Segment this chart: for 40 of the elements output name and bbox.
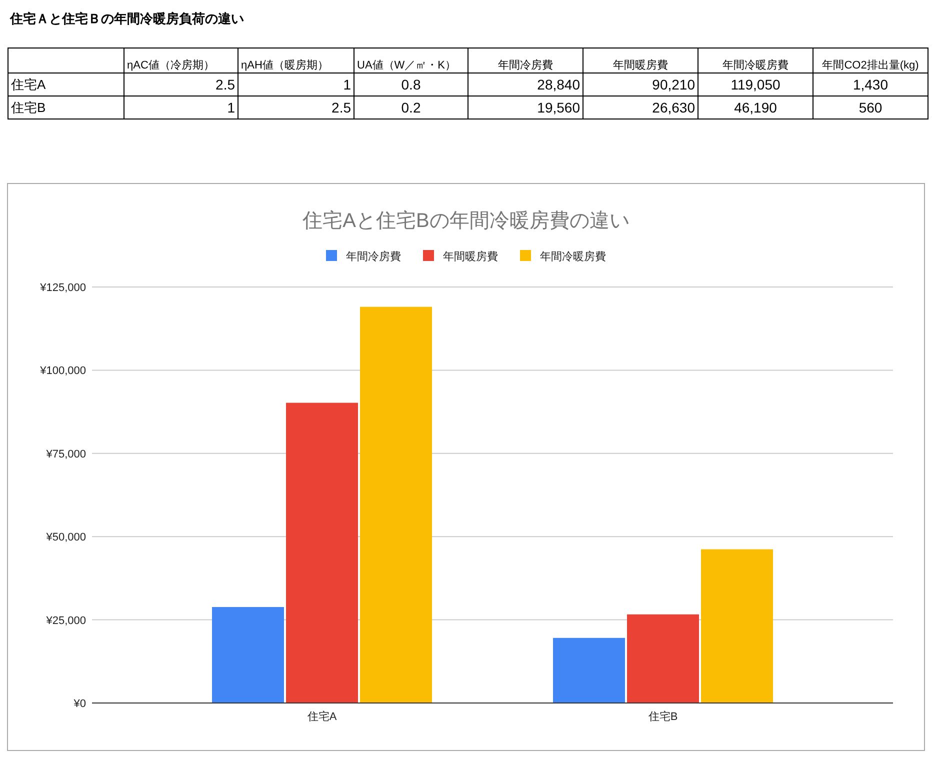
category-label: 年間暖房費: [613, 58, 668, 72]
text: 0.8: [401, 76, 421, 93]
category-label: UA値（W／㎡・K）: [357, 59, 456, 72]
text: 0.2: [401, 100, 421, 116]
text: 119,050: [730, 76, 780, 93]
text: 26,630: [652, 100, 695, 116]
bar: [212, 607, 284, 703]
text: 2.5: [332, 100, 351, 116]
bar: [360, 306, 432, 703]
text: 19,560: [537, 100, 580, 116]
category-label: 住宅B: [11, 100, 46, 116]
text: 2.5: [216, 76, 235, 93]
chart-title: 住宅Aと住宅Bの年間冷暖房費の違い: [302, 209, 630, 232]
legend-label: 年間冷房費: [346, 250, 401, 263]
y-tick-label: ¥0: [72, 698, 86, 710]
category-label: 住宅A: [11, 77, 46, 92]
text: 1: [227, 100, 235, 116]
text: 住宅Ａと住宅Ｂの年間冷暖房負荷の違い: [9, 11, 244, 26]
category-label: ηAC値（冷房期）: [127, 58, 214, 72]
text: 1,430: [852, 76, 888, 93]
y-tick-label: ¥25,000: [45, 614, 86, 627]
text: 28,840: [537, 76, 580, 93]
category-label: 年間CO2排出量(kg): [822, 58, 919, 72]
text: 90,210: [652, 76, 695, 93]
category-label: 年間冷暖房費: [722, 58, 788, 72]
text: 1: [343, 76, 351, 93]
legend-label: 年間暖房費: [443, 250, 498, 263]
legend-label: 年間冷暖房費: [540, 250, 606, 263]
y-tick-label: ¥100,000: [39, 365, 86, 378]
bar: [701, 549, 773, 703]
text: 46,190: [734, 100, 777, 116]
text: 560: [858, 100, 882, 116]
y-tick-label: ¥50,000: [45, 532, 86, 544]
bar: [627, 614, 699, 703]
y-tick-label: ¥75,000: [45, 448, 86, 460]
category-label: ηAH値（暖房期）: [241, 58, 328, 72]
bar: [553, 638, 625, 703]
category-label: 年間冷房費: [498, 58, 553, 72]
bar: [286, 402, 358, 703]
y-tick-label: ¥125,000: [39, 282, 86, 294]
